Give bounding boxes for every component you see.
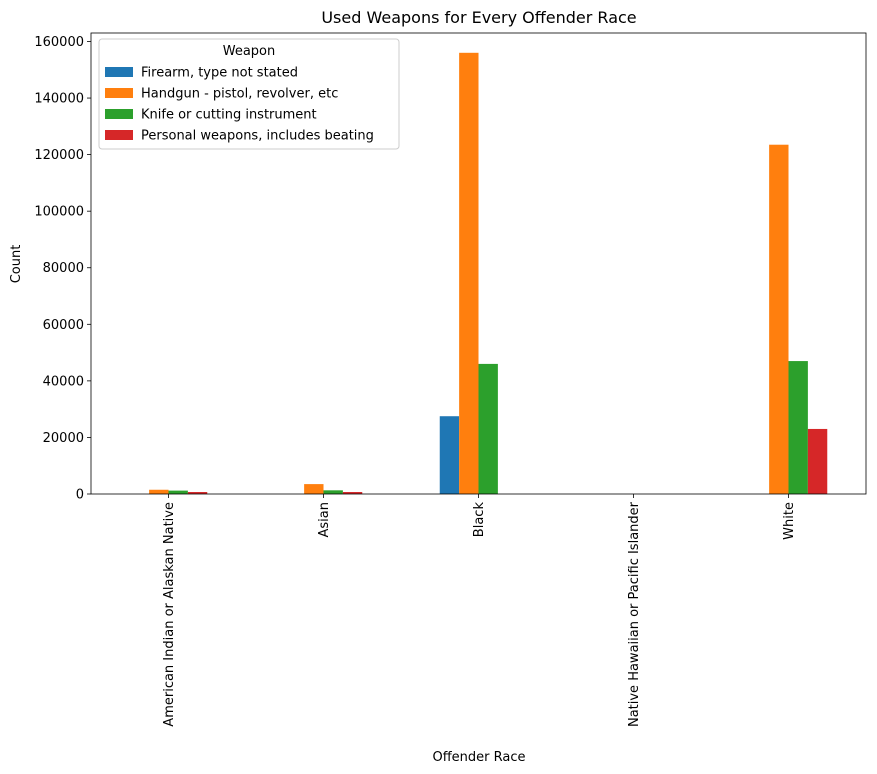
- chart-title: Used Weapons for Every Offender Race: [321, 8, 636, 27]
- y-tick-label: 0: [76, 488, 84, 503]
- legend-title: Weapon: [223, 44, 276, 59]
- bar: [439, 416, 460, 494]
- y-axis-label: Count: [9, 245, 24, 284]
- y-tick-label: 80000: [43, 261, 84, 276]
- legend-label: Firearm, type not stated: [141, 66, 298, 81]
- legend: Weapon Firearm, type not stated Handgun - …: [98, 38, 400, 150]
- y-tick-label: 20000: [43, 431, 84, 446]
- legend-swatch: [105, 130, 133, 140]
- y-tick-label: 160000: [34, 35, 84, 50]
- bar: [769, 144, 789, 494]
- legend-swatch: [105, 67, 133, 77]
- y-tick-label: 140000: [34, 92, 84, 107]
- legend-label: Handgun - pistol, revolver, etc: [141, 87, 338, 102]
- legend-label: Knife or cutting instrument: [141, 108, 317, 123]
- bar: [304, 484, 324, 494]
- bar: [342, 492, 363, 494]
- y-tick-label: 40000: [43, 374, 84, 389]
- y-tick-label: 120000: [34, 148, 84, 163]
- legend-swatch: [105, 88, 133, 98]
- legend-swatch: [105, 109, 133, 119]
- x-tick-label: American Indian or Alaskan Native: [162, 502, 177, 727]
- bar: [168, 490, 188, 494]
- bar: [187, 492, 208, 494]
- bar: [478, 363, 498, 494]
- y-tick-label: 60000: [43, 318, 84, 333]
- y-axis: 0 20000 40000 60000 80000 100000 120000 140000 1…: [34, 35, 91, 503]
- bar: [459, 52, 479, 495]
- bar: [149, 489, 169, 494]
- legend-box: [98, 38, 400, 150]
- x-tick-label: Black: [472, 502, 487, 538]
- plot-area: [90, 32, 867, 495]
- x-tick-label: Asian: [317, 502, 332, 537]
- bar: [807, 428, 828, 494]
- x-tick-label: White: [782, 502, 797, 540]
- x-axis: American Indian or Alaskan Native Asian Bl…: [162, 494, 797, 727]
- legend-label: Personal weapons, includes beating: [141, 129, 374, 144]
- x-axis-label: Offender Race: [432, 750, 525, 765]
- bar: [788, 361, 808, 494]
- x-tick-label: Native Hawaiian or Pacific Islander: [627, 501, 642, 727]
- bar: [323, 490, 343, 494]
- y-tick-label: 100000: [34, 205, 84, 220]
